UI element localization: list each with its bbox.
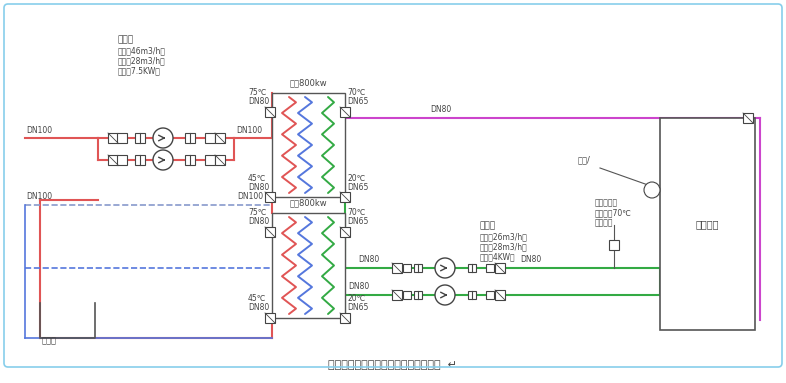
Circle shape: [435, 285, 455, 305]
Text: 70℃: 70℃: [347, 88, 365, 97]
Text: DN80: DN80: [430, 105, 451, 114]
Bar: [340, 192, 350, 202]
Bar: [468, 291, 476, 299]
Text: DN100: DN100: [237, 192, 263, 201]
Bar: [135, 133, 145, 143]
Bar: [495, 290, 505, 300]
Text: 功率：4KW；: 功率：4KW；: [480, 252, 516, 261]
Bar: [117, 155, 127, 165]
Bar: [609, 240, 619, 250]
Text: DN65: DN65: [347, 217, 369, 226]
Bar: [486, 264, 494, 272]
Text: DN65: DN65: [347, 183, 369, 192]
Text: DN80: DN80: [248, 217, 270, 226]
Bar: [495, 263, 505, 273]
Text: 热循泵: 热循泵: [118, 35, 134, 44]
Bar: [215, 155, 225, 165]
Text: 水泵启动: 水泵启动: [595, 218, 614, 227]
Text: 板换800kw: 板换800kw: [289, 78, 327, 87]
Circle shape: [644, 182, 660, 198]
Text: 45℃: 45℃: [248, 294, 266, 303]
Text: DN100: DN100: [236, 126, 262, 135]
Bar: [265, 107, 275, 117]
Bar: [265, 313, 275, 323]
Bar: [392, 290, 402, 300]
Text: 功率：7.5KW；: 功率：7.5KW；: [118, 66, 161, 75]
Text: 软化水箱: 软化水箱: [696, 219, 719, 229]
Text: 70℃: 70℃: [347, 208, 365, 217]
Bar: [135, 155, 145, 165]
Text: 流量：26m3/h；: 流量：26m3/h；: [480, 232, 528, 241]
Bar: [403, 291, 411, 299]
Text: DN80: DN80: [248, 303, 270, 312]
Text: 水温低于70℃: 水温低于70℃: [595, 208, 632, 217]
Text: DN100: DN100: [26, 192, 52, 201]
Circle shape: [153, 128, 173, 148]
Bar: [108, 155, 118, 165]
Circle shape: [435, 258, 455, 278]
Bar: [205, 133, 215, 143]
Text: 扬程：28m3/h；: 扬程：28m3/h；: [480, 242, 527, 251]
Text: 补水/: 补水/: [578, 155, 591, 164]
Text: 流量：46m3/h；: 流量：46m3/h；: [118, 46, 166, 55]
Text: 右循泵: 右循泵: [480, 221, 496, 230]
Text: 20℃: 20℃: [347, 174, 365, 183]
Bar: [392, 263, 402, 273]
Text: DN65: DN65: [347, 303, 369, 312]
Bar: [205, 155, 215, 165]
Bar: [403, 264, 411, 272]
Text: 板换800kw: 板换800kw: [289, 198, 327, 207]
Circle shape: [153, 150, 173, 170]
Text: 液位控制器: 液位控制器: [595, 198, 618, 207]
Bar: [468, 264, 476, 272]
Text: DN80: DN80: [520, 255, 542, 264]
Bar: [215, 133, 225, 143]
Bar: [340, 313, 350, 323]
Text: 某工厂废热回收给锅炉软水预热系统图  ↵: 某工厂废热回收给锅炉软水预热系统图 ↵: [329, 360, 457, 370]
Text: 扬程：28m3/h；: 扬程：28m3/h；: [118, 56, 166, 65]
Text: 20℃: 20℃: [347, 294, 365, 303]
Bar: [265, 192, 275, 202]
Bar: [414, 264, 422, 272]
Bar: [340, 107, 350, 117]
Bar: [108, 133, 118, 143]
Text: DN80: DN80: [248, 97, 270, 106]
Text: 75℃: 75℃: [248, 88, 266, 97]
Bar: [185, 133, 195, 143]
Bar: [117, 133, 127, 143]
Bar: [272, 213, 345, 318]
Text: 45℃: 45℃: [248, 174, 266, 183]
Text: DN80: DN80: [348, 282, 369, 291]
Bar: [660, 118, 755, 330]
Bar: [272, 93, 345, 197]
Text: DN100: DN100: [26, 126, 52, 135]
Text: DN80: DN80: [248, 183, 270, 192]
Bar: [340, 227, 350, 237]
Bar: [265, 227, 275, 237]
Bar: [743, 113, 753, 123]
Text: 75℃: 75℃: [248, 208, 266, 217]
Text: DN65: DN65: [347, 97, 369, 106]
Text: 热水槽: 热水槽: [42, 336, 57, 345]
Bar: [185, 155, 195, 165]
Bar: [486, 291, 494, 299]
Text: DN80: DN80: [358, 255, 380, 264]
Bar: [414, 291, 422, 299]
